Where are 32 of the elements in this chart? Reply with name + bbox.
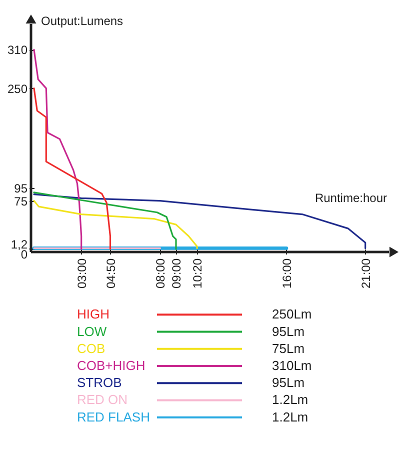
text: 250Lm — [272, 306, 312, 322]
x-tick-label: 16:00 — [280, 258, 294, 289]
y-tick-label: 250 — [7, 82, 28, 96]
text: COB+HIGH — [77, 358, 146, 373]
text: 310Lm — [272, 358, 312, 373]
x-axis-title: Runtime:hour — [314, 191, 387, 205]
text: 1.2Lm — [272, 409, 308, 424]
y-tick-label: 75 — [14, 194, 28, 208]
text: 95Lm — [272, 375, 305, 390]
x-tick-label: 03:00 — [74, 258, 89, 289]
line-series — [33, 87, 112, 250]
text: 75Lm — [272, 340, 305, 356]
y-axis-title: Output:Lumens — [41, 14, 124, 28]
x-tick-label: 09:00 — [170, 258, 184, 289]
x-tick-label: 04:50 — [104, 258, 118, 289]
text: COB — [77, 340, 106, 356]
text: 1.2Lm — [272, 392, 308, 408]
y-tick-label: 0 — [20, 248, 28, 262]
text: RED FLASH — [77, 409, 150, 424]
y-tick-label: 95 — [14, 181, 28, 196]
text: RED ON — [77, 392, 128, 408]
x-tick-label: 08:00 — [154, 258, 168, 289]
y-tick-label: 310 — [7, 43, 28, 58]
line-series — [33, 192, 177, 250]
line-series — [33, 200, 198, 250]
text: HIGH — [77, 306, 110, 322]
line-series — [33, 48, 82, 250]
text: 95Lm — [272, 324, 305, 339]
x-tick-label: 21:00 — [358, 258, 373, 289]
text: STROB — [77, 375, 122, 390]
text: LOW — [77, 324, 108, 339]
x-tick-label: 10:20 — [190, 258, 205, 289]
